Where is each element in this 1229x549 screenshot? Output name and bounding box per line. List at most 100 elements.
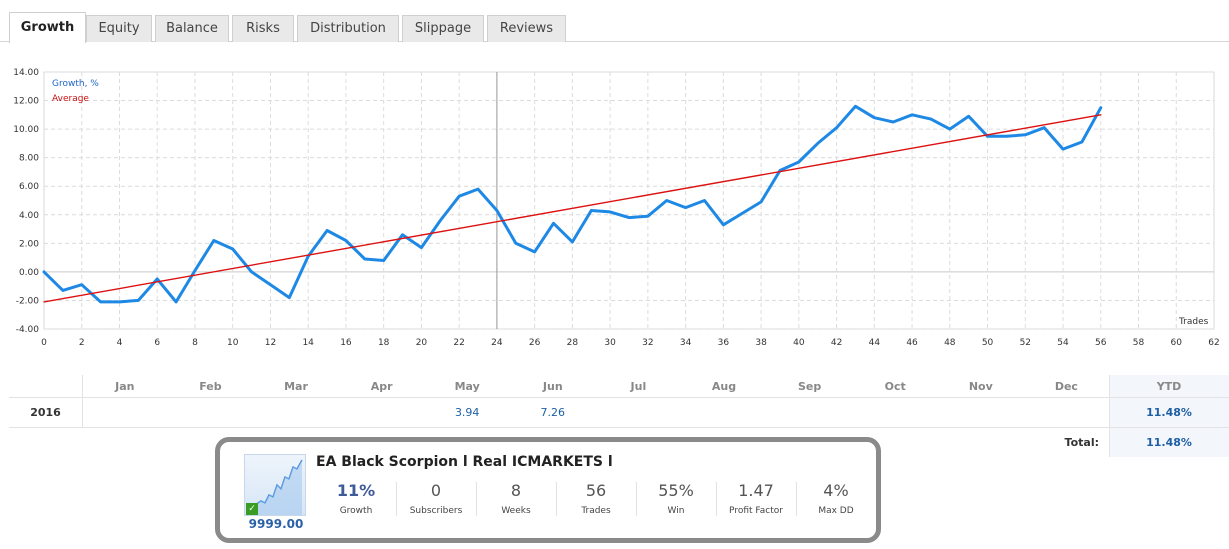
tab-distribution[interactable]: Distribution (297, 15, 399, 42)
stat-value: 56 (585, 481, 607, 500)
tab-equity[interactable]: Equity (86, 15, 152, 42)
x-tick-label: 52 (1020, 338, 1031, 348)
x-tick-label: 44 (869, 338, 881, 348)
month-header-mar: Mar (284, 380, 308, 393)
stat-divider (796, 482, 797, 516)
stat-label: Trades (581, 506, 611, 516)
y-tick-label: 2.00 (19, 239, 39, 249)
total-label: Total: (1064, 436, 1099, 449)
stat-weeks: 8 Weeks (476, 480, 556, 516)
stat-value: 1.47 (738, 481, 774, 500)
x-tick-label: 42 (831, 338, 842, 348)
stat-label: Win (667, 506, 685, 516)
tab-bar: Growth Equity Balance Risks Distribution… (0, 0, 1229, 43)
month-header-aug: Aug (711, 380, 737, 393)
month-header-may: May (454, 380, 480, 393)
x-tick-label: 12 (265, 338, 276, 348)
month-header-nov: Nov (968, 380, 993, 393)
x-tick-label: 30 (604, 338, 616, 348)
y-tick-label: 0.00 (19, 268, 39, 278)
stat-label: Profit Factor (729, 506, 783, 516)
legend-average: Average (52, 94, 89, 104)
y-tick-label: 6.00 (19, 182, 39, 192)
stat-win: 55% Win (636, 480, 716, 516)
stat-subscribers: 0 Subscribers (396, 480, 476, 516)
signal-title[interactable]: EA Black Scorpion l Real ICMARKETS l (316, 454, 613, 470)
x-tick-label: 4 (117, 338, 123, 348)
stat-max-dd: 4% Max DD (796, 480, 876, 516)
x-tick-label: 18 (378, 338, 390, 348)
table-divider (1109, 375, 1110, 457)
growth-chart-svg: 14.00 12.00 10.00 8.00 6.00 4.00 2.00 0.00 -2.00… (13, 68, 1219, 348)
x-tick-label: 56 (1095, 338, 1107, 348)
ytd-header: YTD (1156, 380, 1182, 393)
x-tick-label: 26 (529, 338, 541, 348)
x-tick-label: 6 (154, 338, 160, 348)
x-tick-label: 2 (79, 338, 85, 348)
stat-divider (636, 482, 637, 516)
signal-price: 9999.00 (248, 517, 304, 531)
month-header-oct: Oct (884, 380, 906, 393)
stat-divider (556, 482, 557, 516)
month-header-dec: Dec (1054, 380, 1078, 393)
x-tick-label: 60 (1171, 338, 1183, 348)
tab-risks[interactable]: Risks (232, 15, 294, 42)
month-value-may: 3.94 (454, 406, 480, 419)
x-tick-label: 22 (453, 338, 464, 348)
x-tick-label: 40 (793, 338, 805, 348)
legend-growth: Growth, % (52, 79, 99, 89)
stat-label: Max DD (818, 506, 854, 516)
x-tick-label: 38 (755, 338, 767, 348)
y-tick-label: -2.00 (16, 296, 40, 306)
x-tick-label: 24 (491, 338, 503, 348)
x-tick-label: 28 (567, 338, 579, 348)
month-header-jun: Jun (542, 380, 563, 393)
tab-slippage[interactable]: Slippage (402, 15, 484, 42)
stat-label: Growth (339, 506, 373, 516)
stat-divider (716, 482, 717, 516)
stat-trades: 56 Trades (556, 480, 636, 516)
table-divider (9, 427, 1229, 428)
tab-balance[interactable]: Balance (155, 15, 229, 42)
verified-check-icon: ✓ (246, 503, 258, 515)
x-tick-label: 50 (982, 338, 994, 348)
ytd-column-bg (1109, 375, 1229, 457)
total-value: 11.48% (1146, 436, 1192, 449)
x-tick-label: 14 (302, 338, 314, 348)
x-tick-label: 46 (906, 338, 918, 348)
month-value-jun: 7.26 (540, 406, 566, 419)
y-tick-label: 12.00 (13, 97, 39, 107)
y-tick-label: 4.00 (19, 211, 39, 221)
stat-profit-factor: 1.47 Profit Factor (716, 480, 796, 516)
x-tick-label: 34 (680, 338, 692, 348)
stat-growth: 11% Growth (316, 480, 396, 516)
stat-value: 11% (336, 481, 376, 500)
table-divider (9, 397, 1229, 398)
stat-divider (476, 482, 477, 516)
average-series-line (43, 114, 1102, 303)
tab-reviews[interactable]: Reviews (487, 15, 566, 42)
x-tick-label: 32 (642, 338, 653, 348)
stat-value: 4% (823, 481, 849, 500)
signal-card[interactable]: ✓ 9999.00 EA Black Scorpion l Real ICMAR… (215, 437, 881, 543)
x-tick-label: 36 (718, 338, 730, 348)
ytd-value: 11.48% (1146, 406, 1192, 419)
stat-value: 0 (430, 481, 442, 500)
year-cell: 2016 (30, 406, 61, 419)
x-tick-label: 8 (192, 338, 198, 348)
x-tick-label: 48 (944, 338, 956, 348)
x-tick-label: 20 (416, 338, 428, 348)
stat-label: Subscribers (409, 506, 463, 516)
plot-frame (43, 71, 1215, 330)
x-tick-label: 58 (1133, 338, 1145, 348)
y-tick-label: 10.00 (13, 125, 39, 135)
tab-growth[interactable]: Growth (9, 12, 86, 43)
x-tick-label: 10 (227, 338, 239, 348)
y-tick-label: -4.00 (16, 325, 40, 335)
month-header-feb: Feb (199, 380, 222, 393)
y-tick-label: 14.00 (13, 68, 39, 78)
x-tick-label: 16 (340, 338, 352, 348)
growth-series-line (42, 104, 1103, 304)
month-header-sep: Sep (797, 380, 822, 393)
stat-value: 8 (510, 481, 522, 500)
